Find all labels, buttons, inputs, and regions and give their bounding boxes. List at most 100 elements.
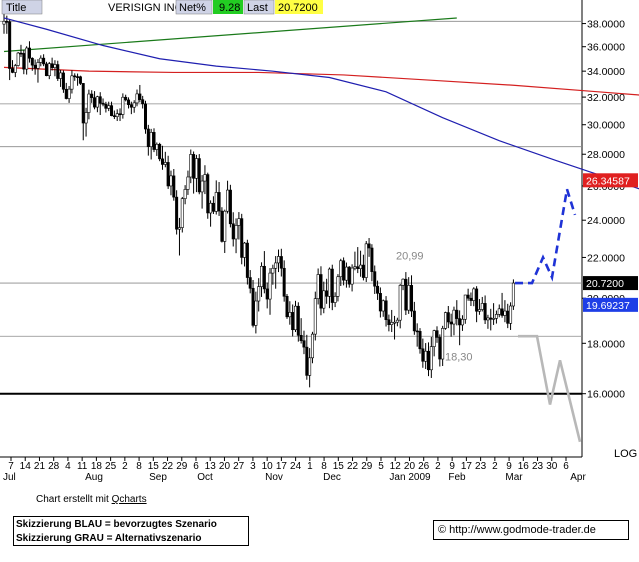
y-tick-label: 18.0000	[587, 338, 625, 350]
title-label-box	[1, 0, 43, 15]
legend-grey-line: Skizzierung GRAU = Alternativszenario	[16, 533, 202, 544]
candle-body	[169, 175, 173, 187]
candle-body	[472, 288, 476, 301]
x-day-label: 2	[435, 461, 441, 472]
candle-body	[50, 63, 54, 68]
candle-body	[293, 305, 297, 331]
candle-body	[243, 242, 247, 258]
log-scale-label: LOG	[614, 448, 637, 460]
sma-short-line	[3, 17, 639, 190]
candle-body	[463, 294, 467, 320]
candle-body	[424, 350, 428, 362]
candle-body	[33, 64, 37, 69]
candle-body	[59, 72, 63, 79]
candle-body	[353, 266, 357, 269]
candle-body	[395, 319, 399, 323]
candle-body	[25, 47, 29, 70]
candle-body	[387, 319, 391, 325]
candle-body	[121, 96, 125, 115]
candle-body	[240, 218, 244, 258]
candle-body	[274, 262, 278, 269]
y-tick-label: 32.0000	[587, 92, 625, 104]
x-day-label: 30	[546, 461, 558, 472]
x-day-label: 27	[233, 461, 245, 472]
candle-body	[367, 243, 371, 249]
candle-body	[144, 103, 148, 130]
annotation-label: 20,99	[396, 250, 424, 262]
x-day-label: 26	[418, 461, 430, 472]
candle-body	[186, 176, 190, 190]
chart-background	[0, 0, 639, 490]
candle-body	[384, 300, 388, 321]
candle-body	[155, 143, 159, 150]
x-day-label: 8	[321, 461, 327, 472]
candle-body	[443, 312, 447, 329]
candle-body	[76, 76, 80, 78]
candle-body	[407, 285, 411, 311]
trendline	[3, 17, 457, 53]
candle-body	[503, 310, 507, 316]
title-value-box	[105, 0, 175, 14]
x-day-label: 23	[532, 461, 544, 472]
candle-body	[61, 72, 65, 90]
x-day-label: 29	[176, 461, 188, 472]
candle-body	[364, 243, 368, 278]
x-day-label: 16	[518, 461, 530, 472]
sma-long-line	[3, 66, 639, 96]
candle-body	[458, 318, 462, 326]
candle-body	[412, 310, 416, 332]
price-tag-box	[583, 173, 638, 188]
candle-body	[44, 63, 48, 77]
chart-annotations: 20,99 18,30	[396, 250, 473, 363]
candle-body	[84, 112, 88, 124]
candle-body	[452, 309, 456, 325]
website-credit[interactable]: © http://www.godmode-trader.de	[433, 520, 629, 540]
candle-body	[118, 113, 122, 116]
x-month-label: Dec	[323, 472, 341, 483]
candle-body	[390, 322, 394, 325]
last-value: 20.7200	[278, 2, 318, 14]
sma-long-path	[3, 66, 639, 96]
x-day-label: 6	[563, 461, 569, 472]
x-day-label: 2	[122, 461, 128, 472]
candle-body	[305, 346, 309, 376]
candle-body	[95, 96, 99, 108]
x-day-label: 13	[205, 461, 217, 472]
candle-body	[81, 83, 85, 124]
candle-body	[110, 105, 114, 116]
candle-body	[127, 99, 131, 105]
x-month-label: Jul	[3, 472, 16, 483]
candle-body	[56, 64, 60, 79]
x-month-label: Oct	[197, 472, 213, 483]
candle-body	[175, 196, 179, 230]
candle-body	[310, 333, 314, 359]
candle-body	[432, 330, 436, 347]
candle-body	[53, 64, 57, 68]
net-value-box	[213, 0, 243, 14]
candle-body	[93, 97, 97, 108]
candle-body	[138, 93, 142, 100]
net-value: 9.28	[219, 2, 240, 14]
x-day-label: 20	[404, 461, 416, 472]
x-day-label: 8	[136, 461, 142, 472]
candle-body	[500, 308, 504, 316]
candle-body	[248, 277, 252, 289]
x-day-label: 20	[219, 461, 231, 472]
candle-body	[166, 162, 170, 187]
candle-body	[5, 21, 9, 23]
candle-body	[101, 102, 105, 105]
candle-body	[333, 295, 337, 303]
header-bar: Title VERISIGN INC Net% 9.28 Last 20.720…	[1, 0, 323, 15]
x-month-label: Feb	[448, 472, 466, 483]
qcharts-link[interactable]: Qcharts	[111, 494, 147, 505]
candle-body	[415, 330, 419, 333]
candle-body	[398, 285, 402, 321]
candle-body	[404, 278, 408, 311]
candle-body	[509, 305, 513, 324]
candle-body	[426, 350, 430, 371]
candle-body	[344, 266, 348, 281]
candle-body	[435, 330, 439, 338]
x-day-label: 15	[333, 461, 345, 472]
x-month-label: Mar	[505, 472, 523, 483]
candle-body	[200, 180, 204, 193]
